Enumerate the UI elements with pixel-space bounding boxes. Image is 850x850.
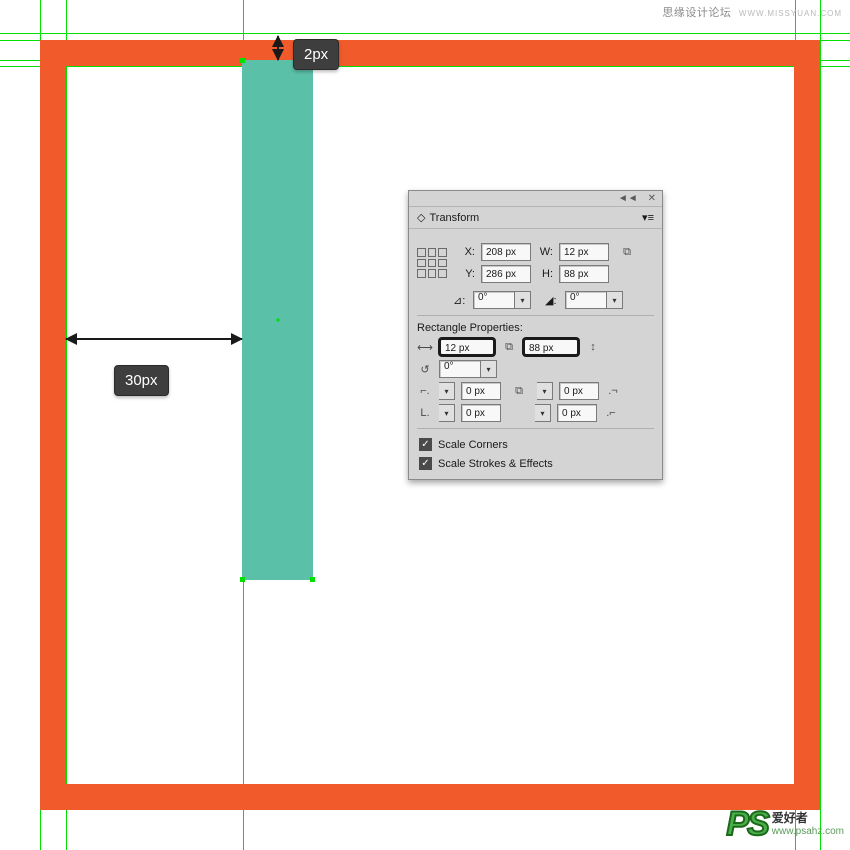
guide-horizontal [0,33,850,34]
checkbox-checked-icon[interactable]: ✓ [419,438,432,451]
selection-handle[interactable] [310,577,315,582]
dimension-arrow-vertical [277,36,279,60]
corner-bl-icon: L. [417,405,433,421]
transform-panel: ◄◄ ✕ ◇ Transform ▾≡ X: 208 px W: 12 px ⧉ [408,190,663,480]
selection-center[interactable] [276,319,279,322]
reference-point-grid[interactable] [417,248,447,278]
x-input[interactable]: 208 px [481,243,531,261]
chevron-down-icon[interactable]: ▾ [439,382,455,400]
scale-strokes-label: Scale Strokes & Effects [438,458,553,470]
panel-menu-icon[interactable]: ▾≡ [642,211,654,224]
corner-tl-icon: ⌐. [417,383,433,399]
x-label: X: [459,246,475,258]
y-input[interactable]: 286 px [481,265,531,283]
chevron-down-icon[interactable]: ▾ [537,382,553,400]
rect-rotate-dropdown[interactable]: 0° ▾ [439,360,497,378]
panel-close-icon[interactable]: ✕ [648,193,656,204]
shear-dropdown[interactable]: 0° ▾ [565,291,623,309]
chevron-down-icon[interactable]: ▾ [515,291,531,309]
rect-width-input[interactable]: 12 px [439,338,495,356]
corner-bl-input[interactable]: 0 px [461,404,501,422]
divider [417,428,654,429]
rect-properties-title: Rectangle Properties: [417,322,654,334]
corner-br-icon: .⌐ [603,405,619,421]
guide-vertical [243,580,244,850]
divider [417,315,654,316]
rotate-icon: ⊿: [453,294,467,307]
w-label: W: [537,246,553,258]
watermark-bottom: PS 爱好者 www.psahz.com [726,805,844,844]
selection-handle[interactable] [240,58,245,63]
selected-rectangle[interactable] [242,60,313,580]
watermark-logo: PS [726,805,767,844]
watermark-bottom-url: www.psahz.com [772,825,844,839]
scale-corners-label: Scale Corners [438,439,508,451]
watermark-top-url: WWW.MISSYUAN.COM [739,9,842,18]
dimension-arrow-horizontal [66,338,242,340]
shear-input[interactable]: 0° [565,291,607,309]
corner-tr-icon: .¬ [605,383,621,399]
panel-top-controls: ◄◄ ✕ [409,191,662,207]
rotate-ccw-icon[interactable]: ↺ [417,361,433,377]
width-icon: ⟷ [417,339,433,355]
scale-corners-checkbox-row[interactable]: ✓ Scale Corners [417,435,654,454]
rotate-input[interactable]: 0° [473,291,515,309]
dimension-label-left: 30px [114,365,169,396]
w-input[interactable]: 12 px [559,243,609,261]
h-input[interactable]: 88 px [559,265,609,283]
dimension-label-top: 2px [293,39,339,70]
chevron-down-icon[interactable]: ▾ [535,404,551,422]
tab-expand-icon: ◇ [417,211,425,224]
rect-rotate-input[interactable]: 0° [439,360,481,378]
chevron-down-icon[interactable]: ▾ [481,360,497,378]
watermark-bottom-cn: 爱好者 [772,811,844,825]
scale-strokes-checkbox-row[interactable]: ✓ Scale Strokes & Effects [417,454,654,473]
panel-collapse-icon[interactable]: ◄◄ [618,193,638,204]
watermark-top: 思缘设计论坛 WWW.MISSYUAN.COM [662,4,842,20]
y-label: Y: [459,268,475,280]
rect-height-input[interactable]: 88 px [523,338,579,356]
h-label: H: [537,268,553,280]
chevron-down-icon[interactable]: ▾ [439,404,455,422]
shear-icon: ◢: [545,294,559,307]
corner-tr-input[interactable]: 0 px [559,382,599,400]
checkbox-checked-icon[interactable]: ✓ [419,457,432,470]
corner-tl-input[interactable]: 0 px [461,382,501,400]
link-corners-icon[interactable]: ⧉ [511,383,527,399]
link-icon[interactable]: ⧉ [501,339,517,355]
corner-br-input[interactable]: 0 px [557,404,597,422]
panel-tab[interactable]: ◇ Transform ▾≡ [409,207,662,229]
panel-title: Transform [429,212,479,224]
watermark-top-text: 思缘设计论坛 [662,7,731,19]
chevron-down-icon[interactable]: ▾ [607,291,623,309]
constrain-wh-icon[interactable]: ⧉ [619,244,635,260]
guide-vertical [820,0,821,850]
height-icon: ↕ [585,339,601,355]
rotate-dropdown[interactable]: 0° ▾ [473,291,531,309]
